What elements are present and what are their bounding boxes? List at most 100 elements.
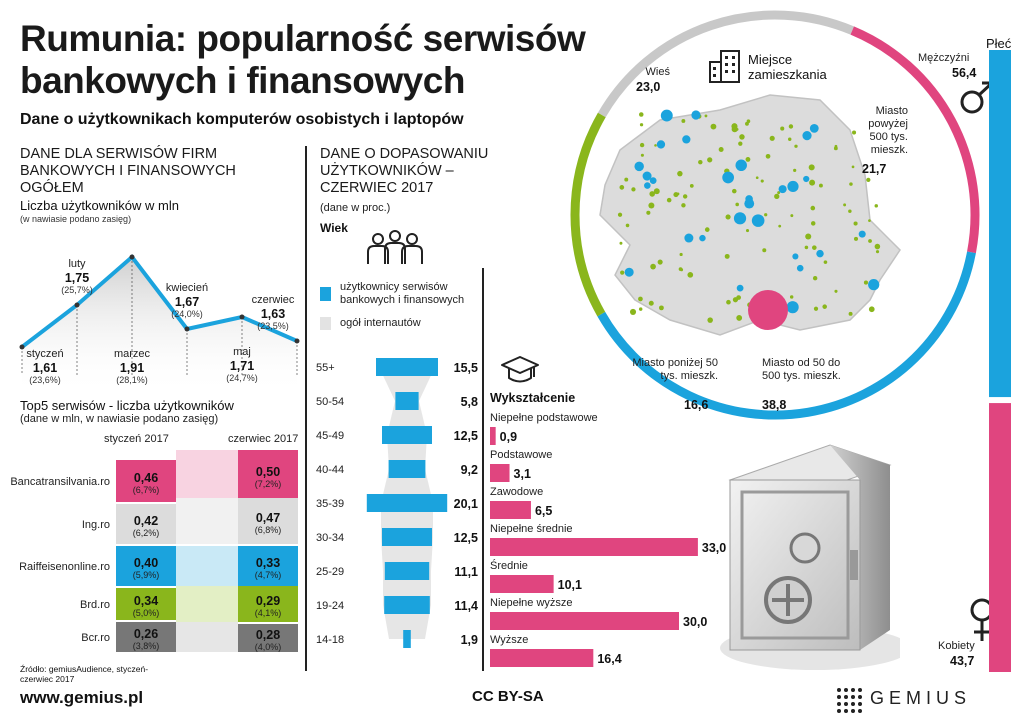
users-point xyxy=(294,338,300,344)
users-note: (w nawiasie podano zasięg) xyxy=(20,214,132,224)
top5-jan-reach: (5,9%) xyxy=(133,570,160,580)
top5-cell-jun xyxy=(238,546,298,586)
map-city-dot xyxy=(816,249,824,258)
top5-cell-jan xyxy=(116,504,176,544)
users-reach-label: (23,6%) xyxy=(29,375,61,385)
edu-bar xyxy=(490,649,594,667)
map-town-dot xyxy=(853,236,859,241)
map-town-dot xyxy=(755,176,759,180)
map-town-dot xyxy=(852,130,857,135)
map-town-dot xyxy=(738,141,743,146)
age-value-label: 12,5 xyxy=(454,531,478,545)
map-city-dot xyxy=(682,135,691,144)
gender-bar xyxy=(989,50,1011,672)
middle-note: (dane w proc.) xyxy=(320,202,391,214)
top5-jun-reach: (6,8%) xyxy=(255,525,282,535)
top5-jun-reach: (4,0%) xyxy=(255,642,282,652)
map-city-dot xyxy=(634,161,644,172)
top5-connector xyxy=(176,586,238,622)
map-town-dot xyxy=(808,164,815,171)
map-town-dot xyxy=(778,224,782,228)
residence-ring-segment xyxy=(570,112,606,317)
map-town-dot xyxy=(710,123,717,130)
gemius-url[interactable]: www.gemius.pl xyxy=(20,688,144,707)
big-city-label: Miasto powyżej 500 tys. mieszk. xyxy=(868,105,908,156)
map-town-dot xyxy=(760,179,764,183)
map-town-dot xyxy=(793,168,797,172)
map-town-dot xyxy=(765,153,771,159)
map-city-dot xyxy=(744,198,755,209)
top5-jan-value: 0,46 xyxy=(134,471,158,485)
middle-divider xyxy=(482,268,484,671)
map-town-dot xyxy=(848,209,852,213)
map-town-dot xyxy=(718,147,724,153)
male-label: Mężczyźni xyxy=(918,52,970,64)
age-value-label: 15,5 xyxy=(454,361,478,375)
users-title: Liczba użytkowników w mln xyxy=(20,198,179,213)
map-town-dot xyxy=(646,210,651,215)
map-town-dot xyxy=(617,212,623,217)
users-value-label: 1,63 xyxy=(261,307,285,321)
map-town-dot xyxy=(868,306,875,313)
edu-title: Wykształcenie xyxy=(490,391,576,405)
map-city-dot xyxy=(751,214,765,227)
romania-map xyxy=(599,94,901,336)
small-city-label: Miasto poniżej 50 tys. mieszk. xyxy=(632,357,718,382)
map-town-dot xyxy=(732,297,739,303)
age-bar xyxy=(384,596,430,614)
map-town-dot xyxy=(619,184,625,190)
top5-connector xyxy=(176,498,238,544)
edu-category-label: Podstawowe xyxy=(490,449,552,461)
users-point xyxy=(19,344,25,350)
age-bar xyxy=(395,392,419,410)
top5-cell-jan xyxy=(116,588,176,620)
age-chart: 55+ 15,5 50-54 5,8 45-49 12,5 40-44 9,2 35-39 20,… xyxy=(316,358,478,648)
map-town-dot xyxy=(677,170,683,177)
map-town-dot xyxy=(823,260,828,264)
map-town-dot xyxy=(649,191,655,197)
top5-title: Top5 serwisów - liczba użytkowników xyxy=(20,398,234,413)
female-label: Kobiety xyxy=(938,640,975,652)
map-town-dot xyxy=(631,187,636,192)
age-category-label: 14-18 xyxy=(316,634,344,646)
top5-cell-jan xyxy=(116,622,176,652)
users-point xyxy=(184,326,190,332)
small-city-value: 16,6 xyxy=(684,398,709,412)
age-category-label: 45-49 xyxy=(316,430,344,442)
big-city-value: 21,7 xyxy=(862,162,887,176)
map-city-dot xyxy=(796,264,804,272)
top5-jan-value: 0,26 xyxy=(134,627,158,641)
map-town-dot xyxy=(851,165,855,169)
map-town-dot xyxy=(809,179,816,186)
age-value-label: 11,1 xyxy=(454,565,478,579)
left-section-title: DANE DLA SERWISÓW FIRM BANKOWYCH I FINAN… xyxy=(20,146,236,196)
age-value-label: 11,4 xyxy=(454,599,478,613)
gender-bar-female xyxy=(989,403,1011,672)
users-month-label: styczeń xyxy=(26,348,63,360)
page-subtitle: Dane o użytkownikach komputerów osobisty… xyxy=(20,111,464,128)
users-month-label: marzec xyxy=(114,348,151,360)
map-town-dot xyxy=(648,202,655,209)
map-town-dot xyxy=(707,157,713,163)
legend-swatch-all xyxy=(320,317,331,330)
map-town-dot xyxy=(805,233,812,240)
map-city-dot xyxy=(644,182,651,189)
edu-value-label: 0,9 xyxy=(500,430,517,444)
map-town-dot xyxy=(866,177,871,182)
map-town-dot xyxy=(746,229,750,233)
map-town-dot xyxy=(639,112,644,117)
age-bar xyxy=(388,460,426,478)
map-town-dot xyxy=(868,239,872,243)
map-town-dot xyxy=(679,252,683,257)
edu-bar xyxy=(490,538,698,556)
age-category-label: 50-54 xyxy=(316,396,344,408)
column-divider xyxy=(305,146,307,671)
top5-col-jan: styczeń 2017 xyxy=(104,433,169,445)
map-city-dot xyxy=(803,175,810,183)
edu-value-label: 10,1 xyxy=(558,578,582,592)
top5-jun-value: 0,29 xyxy=(256,594,280,608)
edu-bar xyxy=(490,464,510,482)
male-value: 56,4 xyxy=(952,66,977,80)
edu-category-label: Wyższe xyxy=(490,634,528,646)
map-town-dot xyxy=(704,114,708,118)
